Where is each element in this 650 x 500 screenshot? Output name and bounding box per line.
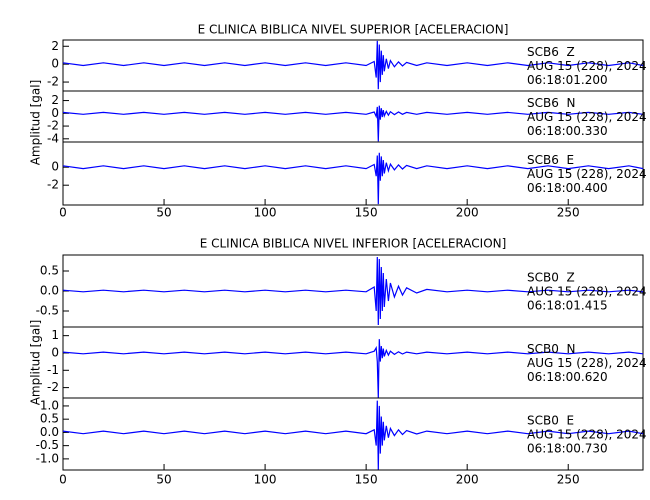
waveform [62, 40, 644, 90]
x-tick-label: 200 [456, 473, 479, 487]
waveform [62, 339, 644, 399]
x-tick-label: 250 [557, 473, 580, 487]
x-tick-label: 0 [59, 473, 67, 487]
time-label: 06:18:00.400 [527, 181, 608, 195]
x-tick-label: 50 [156, 206, 171, 220]
y-tick-label: 0.0 [40, 425, 59, 439]
date-label: AUG 15 (228), 2024 [527, 167, 647, 181]
y-tick-label: -1.0 [36, 451, 59, 465]
time-label: 06:18:00.730 [527, 442, 608, 456]
y-tick-label: -0.5 [36, 304, 59, 318]
x-tick-label: 100 [254, 206, 277, 220]
date-label: AUG 15 (228), 2024 [527, 110, 647, 124]
y-tick-label: 0 [51, 160, 59, 174]
chart-title: E CLINICA BIBLICA NIVEL SUPERIOR [ACELER… [198, 23, 509, 37]
waveform [62, 105, 644, 142]
trace-frame [62, 141, 644, 206]
x-tick-label: 100 [254, 473, 277, 487]
station-label: SCB6 N [527, 96, 575, 110]
station-label: SCB6 Z [527, 45, 575, 59]
x-tick-label: 250 [557, 206, 580, 220]
waveform [62, 256, 644, 326]
y-tick-label: -1 [47, 363, 59, 377]
y-tick-label: 1.0 [40, 398, 59, 412]
y-tick-label: 0.5 [40, 264, 59, 278]
station-label: SCB0 E [527, 414, 574, 428]
time-label: 06:18:01.415 [527, 299, 608, 313]
trace-frame [62, 397, 644, 471]
date-label: AUG 15 (228), 2024 [527, 59, 647, 73]
y-tick-label: 0 [51, 345, 59, 359]
y-tick-label: 0.5 [40, 412, 59, 426]
time-label: 06:18:00.620 [527, 370, 608, 384]
y-tick-label: 0 [51, 57, 59, 71]
date-label: AUG 15 (228), 2024 [527, 428, 647, 442]
y-tick-label: -2 [47, 178, 59, 192]
y-tick-label: -0.5 [36, 438, 59, 452]
y-axis-label: Amplitud [gal] [29, 320, 43, 406]
station-label: SCB0 Z [527, 271, 575, 285]
time-label: 06:18:00.330 [527, 124, 608, 138]
x-tick-label: 50 [156, 473, 171, 487]
waveform [62, 400, 644, 470]
x-tick-label: 0 [59, 206, 67, 220]
date-label: AUG 15 (228), 2024 [527, 285, 647, 299]
waveform [62, 152, 644, 205]
y-tick-label: 0 [51, 106, 59, 120]
y-tick-label: -2 [47, 380, 59, 394]
y-tick-label: 2 [51, 93, 59, 107]
y-tick-label: 1 [51, 328, 59, 342]
station-label: SCB6 E [527, 153, 574, 167]
chart-title: E CLINICA BIBLICA NIVEL INFERIOR [ACELER… [200, 237, 507, 251]
x-tick-label: 150 [355, 206, 378, 220]
y-axis-label: Amplitud [gal] [29, 80, 43, 166]
y-tick-label: -2 [47, 75, 59, 89]
time-label: 06:18:01.200 [527, 73, 608, 87]
station-label: SCB0 N [527, 342, 575, 356]
date-label: AUG 15 (228), 2024 [527, 356, 647, 370]
y-tick-label: 2 [51, 39, 59, 53]
y-tick-label: 0.0 [40, 284, 59, 298]
x-tick-label: 150 [355, 473, 378, 487]
x-tick-label: 200 [456, 206, 479, 220]
y-tick-label: -4 [47, 131, 59, 145]
y-tick-label: -2 [47, 119, 59, 133]
